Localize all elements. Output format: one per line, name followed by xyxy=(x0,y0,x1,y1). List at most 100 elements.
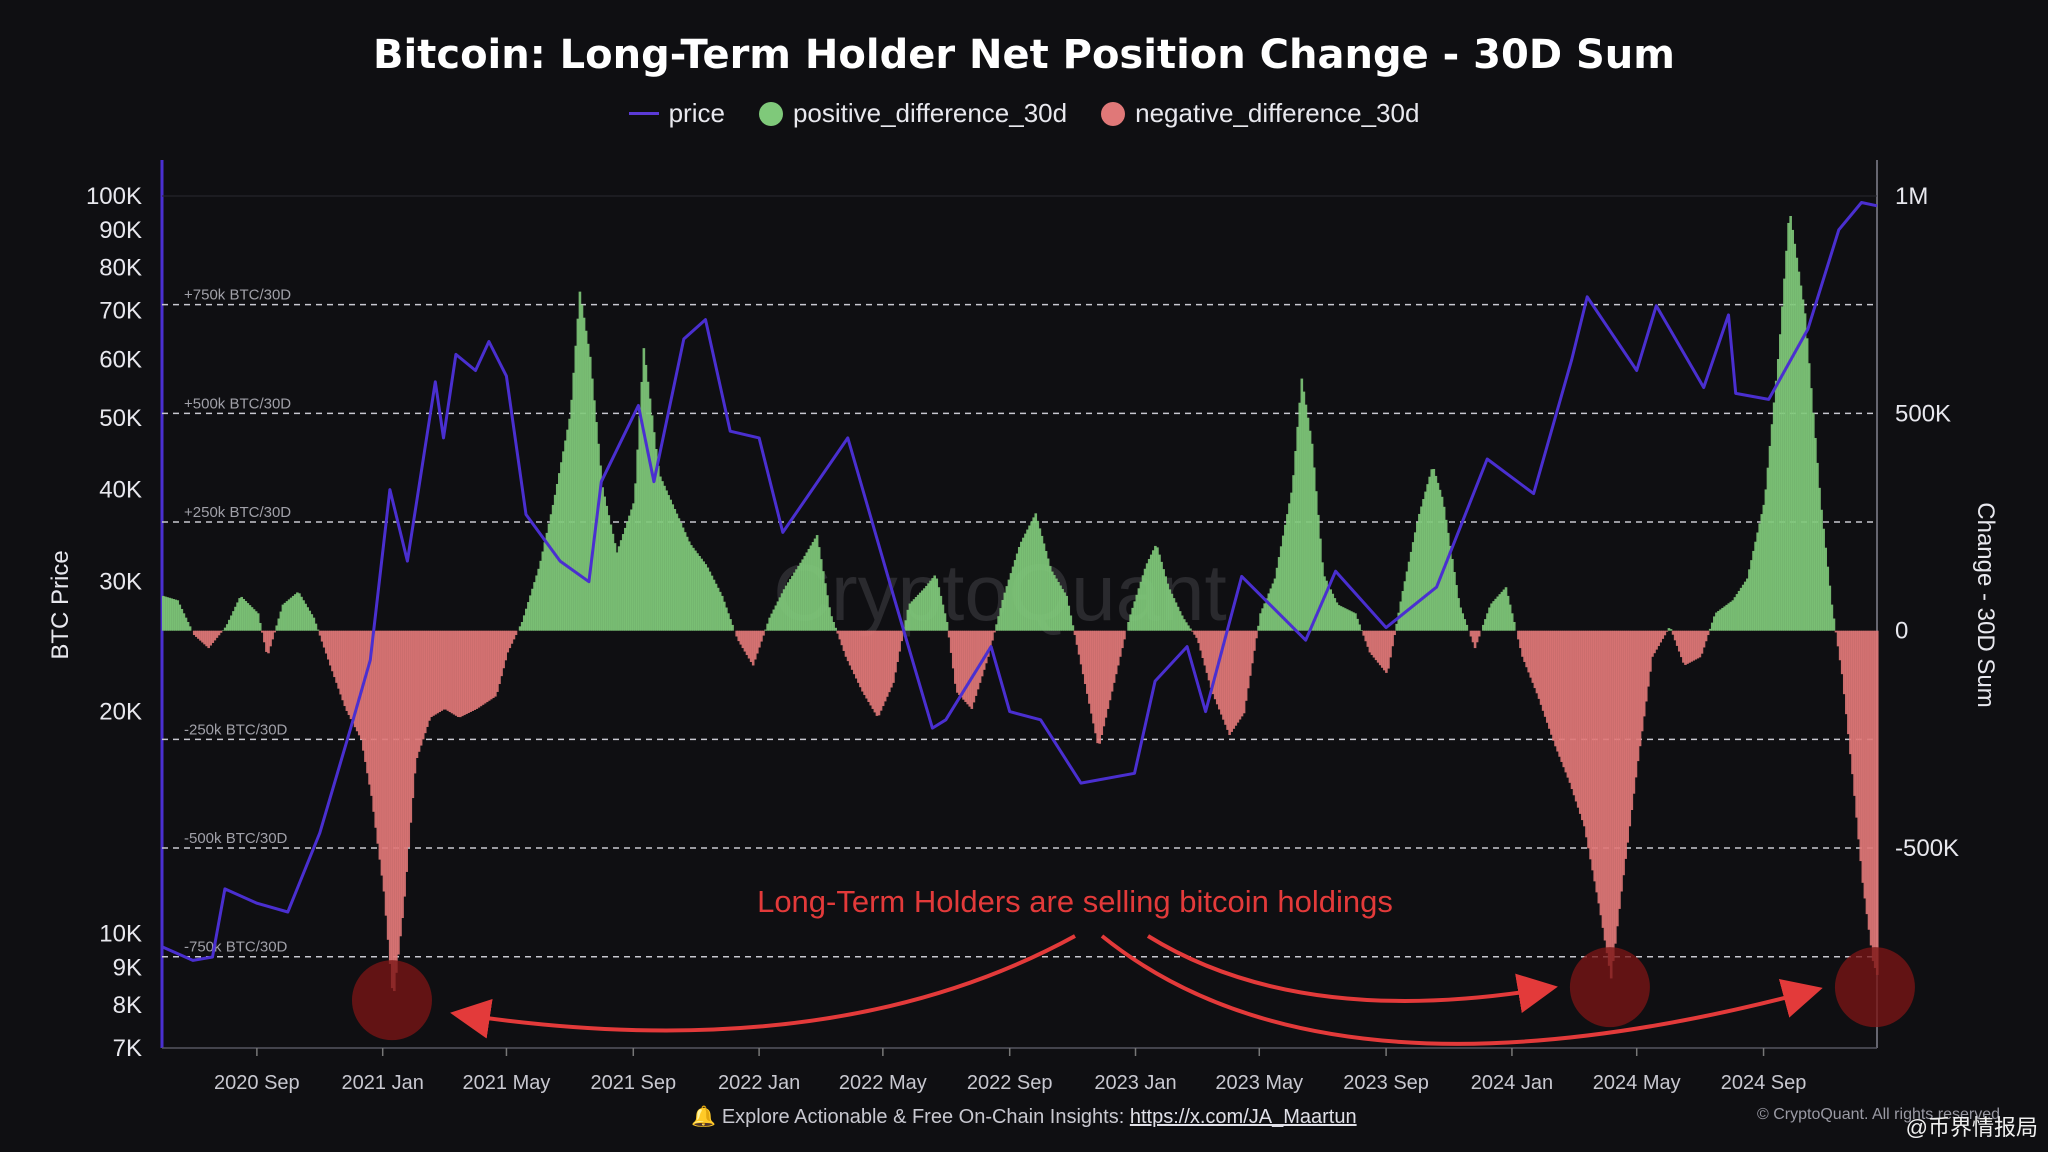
positive-bar xyxy=(1288,503,1291,631)
negative-bar xyxy=(1857,630,1861,840)
negative-bar xyxy=(1704,630,1708,642)
positive-bar xyxy=(609,524,613,631)
positive-bar xyxy=(1046,558,1050,631)
positive-bar xyxy=(780,593,784,631)
negative-bar xyxy=(215,630,219,638)
negative-bar xyxy=(745,630,749,656)
positive-bar xyxy=(1325,580,1328,631)
negative-bar xyxy=(1863,630,1867,899)
positive-bar xyxy=(1022,537,1025,631)
positive-bar xyxy=(1830,604,1834,631)
positive-bar xyxy=(1273,578,1277,631)
legend-item-positive[interactable]: positive_difference_30d xyxy=(758,98,1067,129)
negative-bar xyxy=(1380,630,1384,668)
positive-bar xyxy=(1494,598,1497,631)
negative-bar xyxy=(978,630,982,683)
negative-bar xyxy=(1203,630,1207,666)
positive-bar xyxy=(807,548,811,631)
positive-bar xyxy=(723,601,726,631)
positive-bar xyxy=(1050,571,1054,631)
positive-bar xyxy=(1416,522,1419,631)
negative-bar xyxy=(1677,630,1681,652)
positive-bar xyxy=(1013,560,1017,631)
positive-bar xyxy=(1789,215,1792,631)
positive-bar xyxy=(1067,605,1071,631)
positive-bar xyxy=(1009,573,1013,631)
positive-bar xyxy=(1465,624,1469,631)
positive-bar xyxy=(310,614,314,631)
positive-bar xyxy=(797,566,800,631)
reference-line-label: -500k BTC/30D xyxy=(184,830,288,847)
positive-bar xyxy=(1434,475,1438,631)
positive-bar xyxy=(1331,593,1335,631)
positive-bar xyxy=(910,601,914,631)
positive-bar xyxy=(1296,426,1299,631)
positive-bar xyxy=(162,595,165,631)
negative-bar xyxy=(364,630,367,762)
negative-bar xyxy=(263,630,266,643)
negative-bar xyxy=(1647,630,1650,687)
negative-bar xyxy=(1581,630,1584,821)
legend-item-price[interactable]: price xyxy=(628,98,725,129)
negative-bar xyxy=(407,630,411,848)
positive-bar xyxy=(1451,558,1454,631)
negative-bar xyxy=(1255,630,1258,639)
negative-bar xyxy=(892,630,895,683)
positive-bar xyxy=(1356,618,1359,631)
weibo-watermark: @币界情报局 xyxy=(1905,1115,2038,1140)
positive-bar xyxy=(786,582,790,631)
positive-bar xyxy=(654,448,658,631)
negative-bar xyxy=(411,630,415,799)
bars-group xyxy=(162,215,1879,992)
positive-bar xyxy=(1708,628,1712,631)
positive-bar xyxy=(1807,363,1811,631)
negative-bar xyxy=(873,630,877,713)
legend-item-negative[interactable]: negative_difference_30d xyxy=(1101,98,1419,129)
left-tick-label: 10K xyxy=(99,921,142,948)
positive-bar xyxy=(933,575,936,631)
positive-bar xyxy=(1669,629,1673,631)
y-left-axis-label: BTC Price xyxy=(47,550,74,659)
positive-bar xyxy=(943,613,947,631)
positive-bar xyxy=(663,485,666,631)
negative-bar xyxy=(1840,630,1844,675)
positive-bar xyxy=(1776,359,1780,631)
left-tick-label: 90K xyxy=(99,217,142,244)
highlight-circle xyxy=(1569,947,1650,1028)
negative-bar xyxy=(1572,630,1576,796)
negative-bar xyxy=(1213,630,1217,700)
negative-bar xyxy=(1234,630,1238,726)
footer-link[interactable]: https://x.com/JA_Maartun xyxy=(1129,1106,1357,1128)
negative-bar xyxy=(1706,630,1710,636)
positive-bar xyxy=(172,599,175,631)
negative-bar xyxy=(450,630,454,714)
negative-bar xyxy=(362,630,365,751)
positive-bar xyxy=(685,536,689,631)
positive-bar xyxy=(1036,520,1040,631)
positive-bar xyxy=(665,490,668,631)
negative-bar xyxy=(1224,630,1227,725)
positive-bar xyxy=(285,601,289,631)
positive-bar xyxy=(1820,509,1823,631)
positive-bar xyxy=(1339,606,1343,631)
positive-bar xyxy=(1337,605,1341,631)
negative-bar xyxy=(318,630,322,636)
negative-bar xyxy=(1539,630,1543,705)
negative-bar xyxy=(871,630,875,709)
bell-icon: 🔔 xyxy=(691,1106,717,1128)
negative-bar xyxy=(1114,630,1118,675)
positive-bar xyxy=(1005,586,1009,631)
positive-bar xyxy=(291,595,295,631)
negative-bar xyxy=(320,630,324,642)
negative-bar xyxy=(199,630,202,641)
negative-bar xyxy=(1102,630,1106,727)
y-right-axis-label: Change - 30D Sum xyxy=(1972,502,1999,707)
negative-bar xyxy=(1385,630,1388,673)
positive-bar xyxy=(1292,475,1295,631)
positive-bar xyxy=(1766,467,1770,631)
positive-bar xyxy=(1053,575,1056,631)
positive-bar xyxy=(1424,491,1427,631)
positive-bar xyxy=(1174,602,1178,631)
positive-bar xyxy=(1500,591,1504,631)
